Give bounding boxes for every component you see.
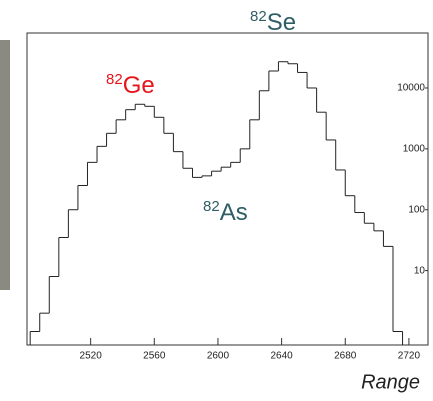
annotation-symbol: As: [220, 199, 248, 226]
annotation-mass: 82: [250, 8, 267, 25]
annotation: 82As: [203, 198, 248, 226]
x-tick-label: 2520: [80, 351, 103, 362]
y-tick-label: 10: [414, 265, 426, 276]
x-tick-label: 2600: [207, 351, 230, 362]
annotation-mass: 82: [106, 71, 123, 88]
annotation-symbol: Ge: [123, 72, 155, 99]
y-tick-label: 100: [408, 204, 425, 215]
plot-frame: [26, 32, 429, 346]
x-tick-label: 2560: [143, 351, 166, 362]
photo-strip: [0, 40, 10, 290]
x-tick-label: 2680: [334, 351, 357, 362]
annotation: 82Se: [250, 8, 296, 36]
y-tick-label: 1000: [403, 143, 426, 154]
annotation-symbol: Se: [267, 9, 296, 36]
annotation: 82Ge: [106, 71, 155, 99]
x-tick-label: 2720: [398, 351, 421, 362]
y-tick-label: 10000: [397, 83, 425, 94]
annotation-mass: 82: [203, 198, 220, 215]
x-axis-label: Range: [361, 371, 420, 393]
x-tick-label: 2640: [270, 351, 293, 362]
